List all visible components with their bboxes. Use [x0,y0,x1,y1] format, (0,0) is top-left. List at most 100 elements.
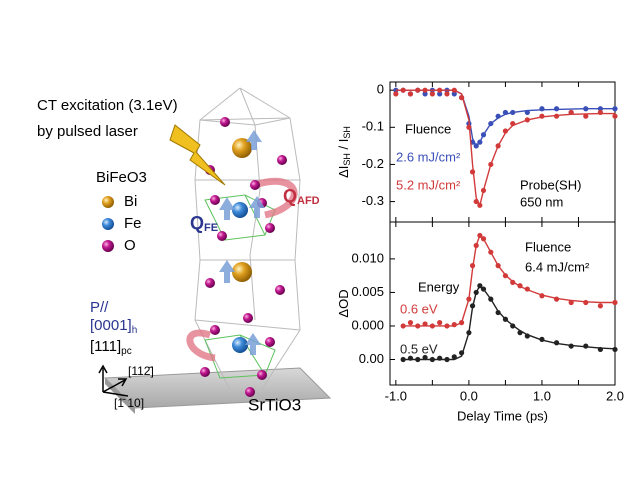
direction-label: [0001]h [90,317,137,336]
annotation: 650 nm [520,194,563,209]
q-fe-label: QFE [190,213,218,234]
q-subscript: AFD [297,195,320,207]
y-tick-label: 0.010 [351,250,384,265]
data-point [495,113,501,119]
data-point [502,128,509,134]
data-point [524,286,530,292]
data-point [480,132,487,138]
data-point [407,91,414,97]
data-point [583,343,589,349]
data-point [429,323,435,329]
data-point [612,106,618,112]
data-point [510,120,516,127]
data-point [415,87,421,93]
q-subscript: FE [204,222,218,234]
data-point [488,120,494,127]
afd-rotation-arrow [253,177,298,219]
data-point [444,323,450,329]
annotation: 6.4 mJ/cm² [525,259,590,274]
legend-swatch [102,196,114,208]
data-point [495,263,501,269]
subscript: h [132,325,138,336]
data-point [422,91,428,97]
label-part: ΔOD [336,289,351,317]
data-point [583,113,589,119]
direction: [111] [90,338,121,355]
data-point [568,299,574,306]
y-tick-label: -0.2 [362,156,384,171]
fe-atom [232,337,248,353]
data-point [510,109,516,116]
laser-bolt [169,124,226,186]
data-point [458,94,465,101]
fe-atom [232,202,248,218]
data-point [495,143,501,149]
data-point [400,87,406,93]
data-point [466,296,472,302]
y-tick-label: 0.005 [351,284,384,299]
legend-swatch [102,240,114,252]
data-point [477,202,483,208]
data-point [437,320,443,326]
data-point [612,346,618,353]
data-point [612,299,618,306]
direction-label: [111]pc [90,338,132,357]
legend-swatch [102,218,114,230]
data-point [437,355,443,361]
series-label: 2.6 mJ/cm² [396,149,461,164]
y-axis-label: ΔISH / ISH [336,126,352,178]
data-point [553,296,560,302]
x-tick-label: 2.0 [606,388,624,403]
crystal-diagram: CT excitation (3.1eV) by pulsed laser Bi… [37,87,332,414]
data-point [437,87,443,93]
data-point [517,283,523,289]
data-point [400,323,406,329]
data-point [473,289,479,296]
data-point [477,232,483,239]
legend-label: Bi [124,193,137,210]
x-tick-label: 1.0 [533,388,551,403]
data-point [444,91,450,97]
data-point [469,263,476,269]
axis-label: [112̄] [128,364,154,378]
data-point [469,169,476,175]
annotation: by pulsed laser [37,123,138,140]
data-point [553,340,560,346]
data-point [502,109,509,116]
data-point [393,91,399,97]
data-point [469,303,476,309]
q-symbol: Q [283,186,297,206]
x-axis-label: Delay Time (ps) [457,408,548,423]
data-point [437,91,443,97]
data-point [597,109,603,116]
data-point [451,322,457,328]
label-part: / I [336,139,351,153]
data-point [502,316,509,322]
series-label: 0.5 eV [400,341,438,356]
legend-title: BiFeO3 [96,169,147,186]
label-part: ΔI [336,166,351,178]
bi-atom [232,138,252,158]
data-point [407,320,414,326]
data-point [451,91,457,97]
data-point [458,350,465,356]
axis-label: [1̄ 10] [114,396,144,410]
data-point [553,106,560,112]
data-point [553,113,560,119]
annotation: CT excitation (3.1eV) [37,97,178,114]
polarization-label: P// [90,299,109,316]
substrate-label: SrTiO3 [248,395,301,414]
data-point [458,320,465,326]
data-point [495,309,501,316]
data-point [524,117,530,123]
data-point [524,109,530,116]
data-point [473,198,479,205]
afd-rotation-arrow [186,329,216,362]
data-point [517,330,523,336]
data-point [612,113,618,119]
annotation: Energy [418,279,460,294]
y-tick-label: 0 [377,82,384,97]
y-tick-label: 0.00 [359,351,384,366]
